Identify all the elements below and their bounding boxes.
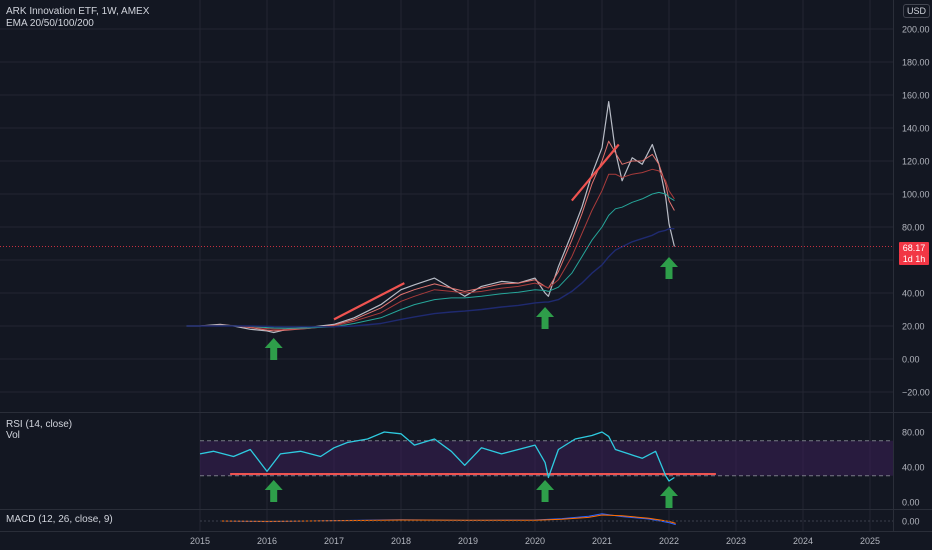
bar-countdown-badge: 1d 1h [899, 253, 929, 265]
rsi-series [199, 431, 675, 482]
ema-50-line [186, 168, 675, 330]
up-arrow-icon [536, 480, 555, 502]
up-arrow-icon [264, 480, 283, 502]
y-tick-label: 200.00 [902, 25, 930, 35]
price-axis[interactable]: 200.00 180.00 160.00 140.00 120.00 100.00 80.0… [902, 25, 930, 527]
x-tick-label: 2020 [525, 536, 545, 546]
y-tick-label: −20.00 [902, 388, 930, 398]
trend-line [333, 282, 405, 321]
y-tick-label: 120.00 [902, 157, 930, 167]
time-axis[interactable]: 2015 2016 2017 2018 2019 2020 2021 2022 2023 2024… [190, 536, 880, 546]
x-tick-label: 2019 [458, 536, 478, 546]
chart-title[interactable]: ARK Innovation ETF, 1W, AMEX [6, 6, 150, 17]
y-tick-label: 40.00 [902, 289, 925, 299]
x-tick-label: 2024 [793, 536, 813, 546]
ema-20-line [186, 140, 675, 332]
x-tick-label: 2018 [391, 536, 411, 546]
rsi-line [199, 431, 675, 482]
ema-legend[interactable]: EMA 20/50/100/200 [6, 18, 94, 29]
y-tick-label: 80.00 [902, 428, 925, 438]
y-tick-label: 0.00 [902, 517, 920, 527]
x-tick-label: 2025 [860, 536, 880, 546]
y-tick-label: 0.00 [902, 355, 920, 365]
x-tick-label: 2015 [190, 536, 210, 546]
y-tick-label: 160.00 [902, 91, 930, 101]
y-tick-label: 40.00 [902, 463, 925, 473]
up-arrow-icon [536, 307, 555, 329]
y-tick-label: 20.00 [902, 322, 925, 332]
macd-series [200, 513, 893, 526]
macd-signal-line [220, 514, 676, 524]
x-tick-label: 2016 [257, 536, 277, 546]
y-tick-label: 180.00 [902, 58, 930, 68]
macd-legend[interactable]: MACD (12, 26, close, 9) [6, 514, 113, 525]
y-tick-label: 100.00 [902, 190, 930, 200]
x-tick-label: 2023 [726, 536, 746, 546]
trend-line [571, 143, 620, 202]
x-tick-label: 2017 [324, 536, 344, 546]
up-arrow-icon [660, 257, 678, 279]
y-tick-label: 80.00 [902, 223, 925, 233]
up-arrow-icon [660, 486, 678, 508]
ema-100-line [186, 191, 675, 329]
rsi-legend[interactable]: RSI (14, close) [6, 419, 73, 430]
up-arrow-icon [264, 338, 283, 360]
grid [0, 0, 893, 531]
vol-legend[interactable]: Vol [6, 430, 20, 441]
last-price-badge: 68.17 [899, 242, 929, 254]
x-tick-label: 2021 [592, 536, 612, 546]
currency-label[interactable]: USD [903, 4, 931, 18]
price-series [186, 100, 675, 334]
ema-200-line [186, 227, 675, 328]
annotations [264, 143, 678, 508]
y-tick-label: 0.00 [902, 498, 920, 508]
price-line [186, 100, 675, 334]
x-tick-label: 2022 [659, 536, 679, 546]
y-tick-label: 140.00 [902, 124, 930, 134]
